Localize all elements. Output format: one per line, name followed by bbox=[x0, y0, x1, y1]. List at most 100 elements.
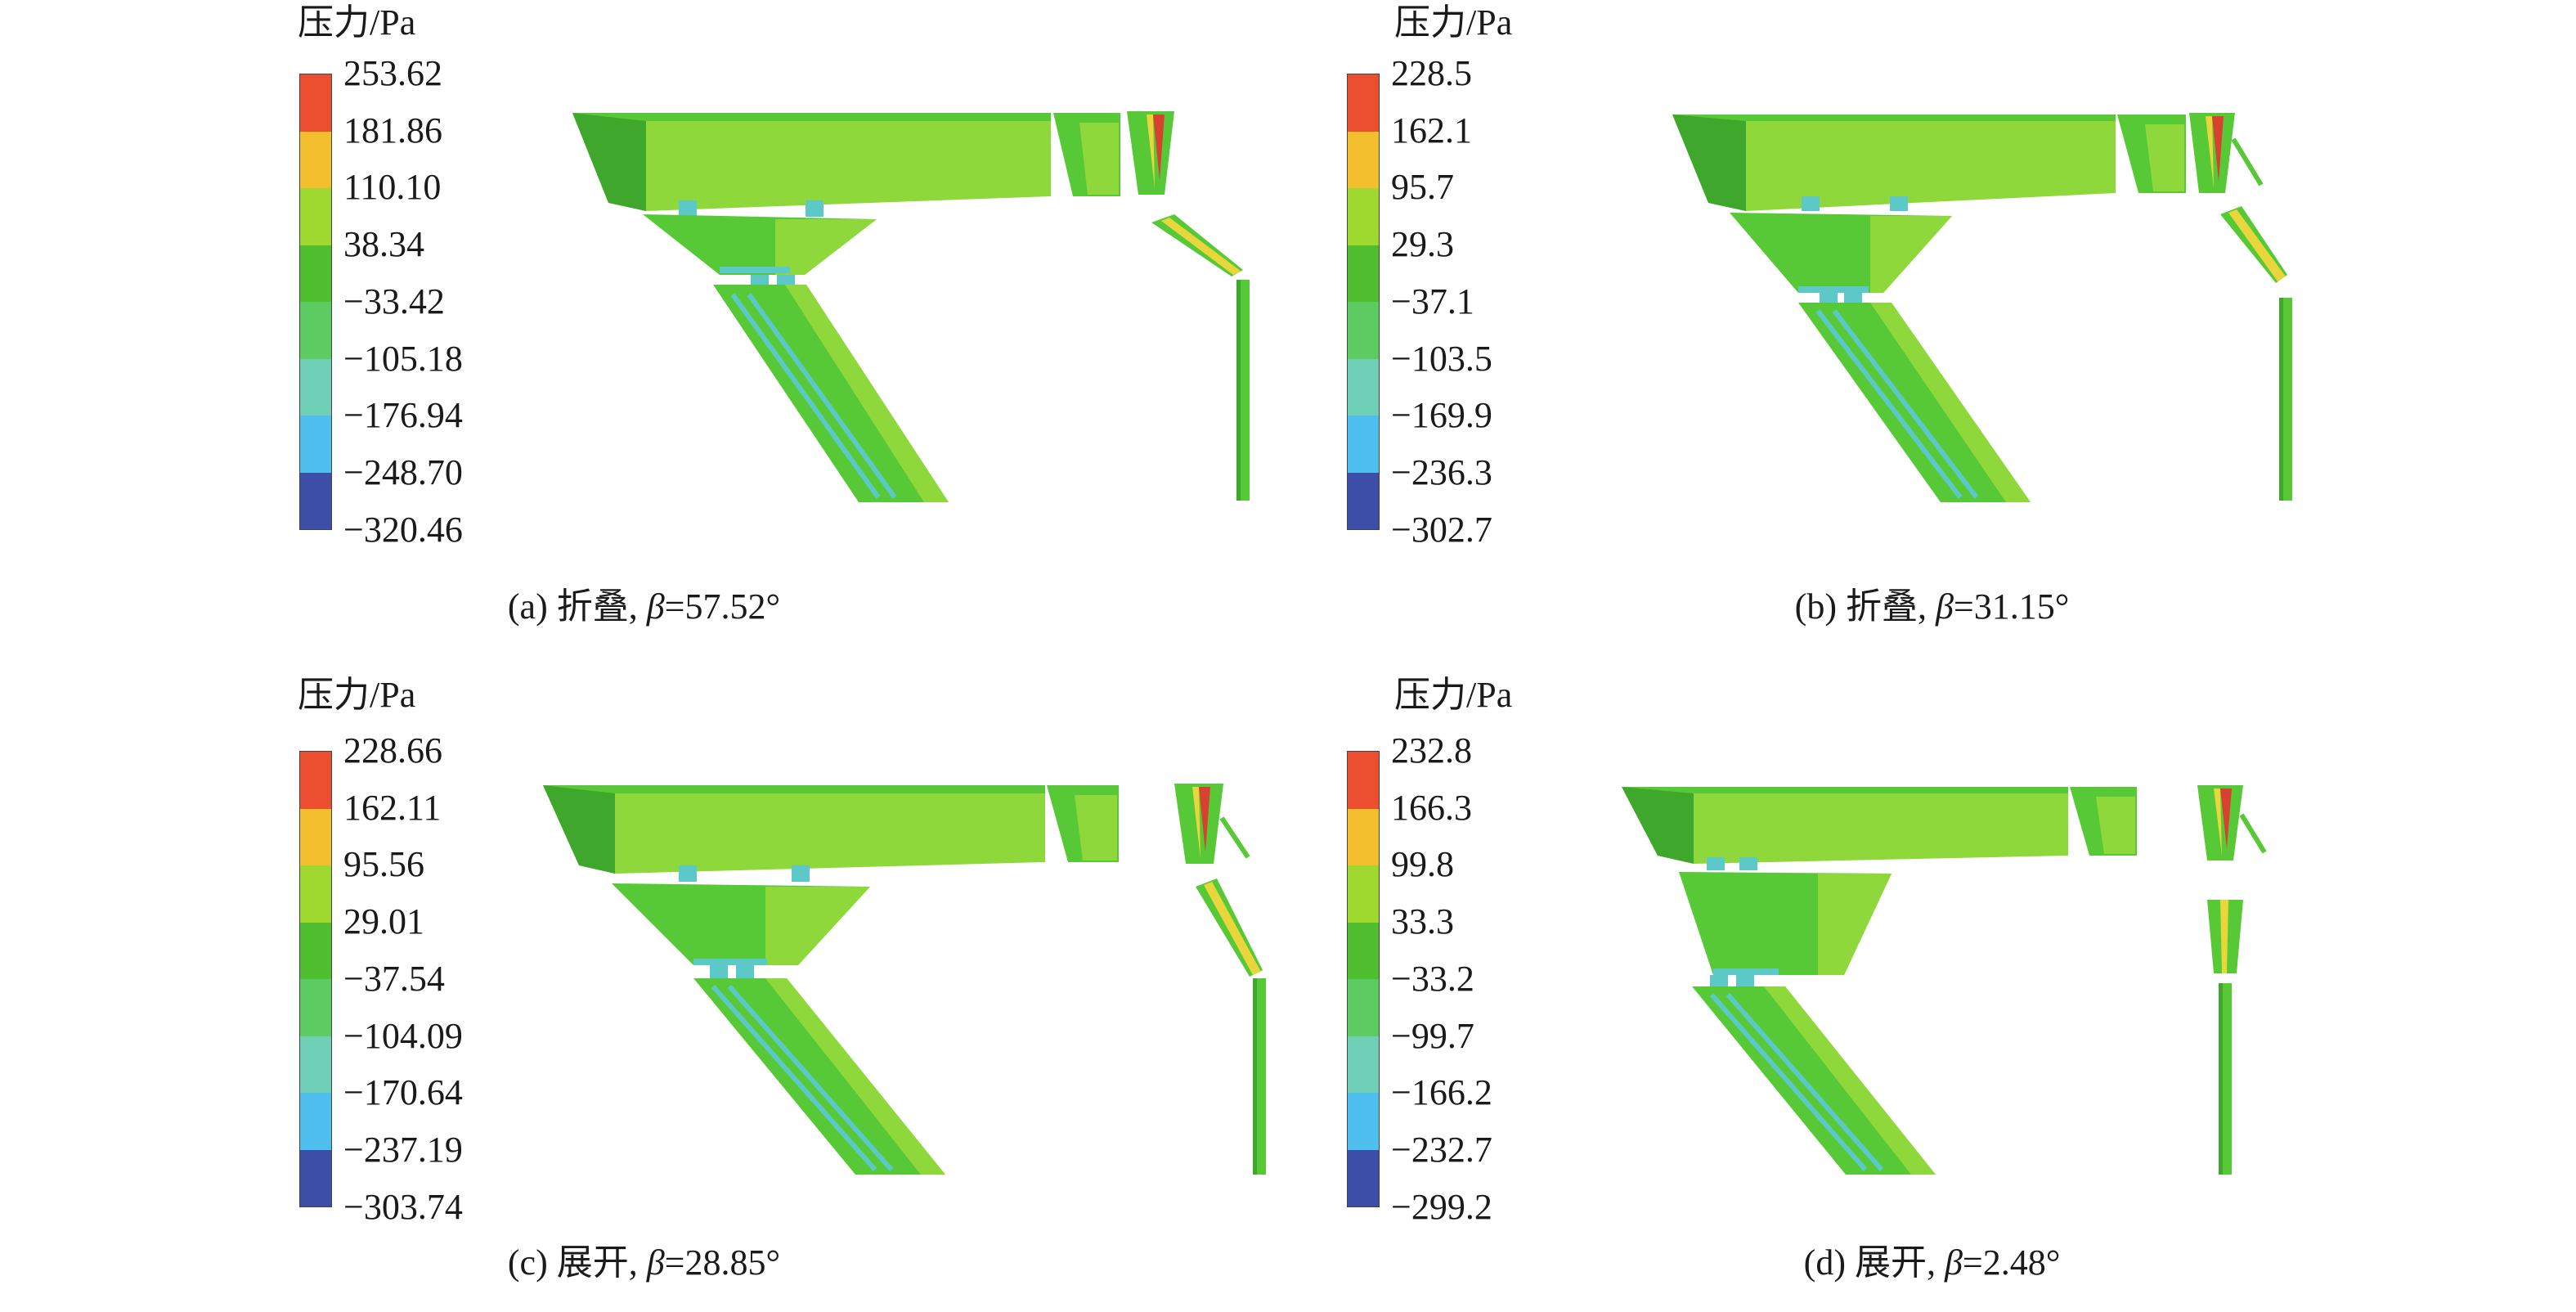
colorbar-tick: −37.1 bbox=[1391, 281, 1474, 321]
vertical-pipe bbox=[2219, 983, 2232, 1175]
side-hopper bbox=[2197, 785, 2267, 860]
colorbar-tick: 162.11 bbox=[343, 788, 442, 828]
colorbar bbox=[299, 751, 332, 1207]
colorbar-segment bbox=[300, 188, 331, 245]
colorbar-segment bbox=[300, 752, 331, 809]
colorbar-tick: −299.2 bbox=[1391, 1187, 1492, 1227]
caption-value: =2.48° bbox=[1962, 1242, 2061, 1283]
hood-right-flap bbox=[1053, 113, 1120, 196]
colorbar-tick: −176.94 bbox=[343, 395, 463, 435]
colorbar bbox=[1347, 751, 1380, 1207]
colorbar-tick: 95.56 bbox=[343, 844, 424, 884]
colorbar-tick: 110.10 bbox=[343, 167, 442, 207]
hood-right-flap bbox=[1047, 785, 1119, 862]
colorbar-tick: 253.62 bbox=[343, 53, 442, 93]
colorbar-tick: −236.3 bbox=[1391, 452, 1492, 492]
panel-c: 压力/Pa 228.66 162.11 95.56 29.01 −37.54 −… bbox=[0, 656, 1288, 1312]
colorbar-tick: 29.01 bbox=[343, 901, 424, 941]
upper-funnel bbox=[643, 214, 877, 275]
colorbar-segment bbox=[300, 808, 331, 865]
colorbar-tick: −237.19 bbox=[343, 1130, 463, 1170]
colorbar bbox=[1347, 74, 1380, 530]
side-hopper bbox=[1174, 784, 1250, 864]
colorbar-segment bbox=[1348, 188, 1379, 245]
colorbar-segment bbox=[1348, 245, 1379, 302]
side-cone bbox=[2220, 206, 2287, 283]
colorbar-tick: 38.34 bbox=[343, 224, 424, 264]
colorbar-tick: −105.18 bbox=[343, 339, 463, 379]
colorbar-tick: 228.5 bbox=[1391, 53, 1472, 93]
upper-funnel bbox=[1679, 872, 1892, 975]
caption-prefix: (b) 折叠, bbox=[1794, 586, 1936, 627]
colorbar-segment bbox=[300, 358, 331, 416]
colorbar-segment bbox=[300, 922, 331, 979]
colorbar-tick: −303.74 bbox=[343, 1187, 463, 1227]
colorbar-tick: 181.86 bbox=[343, 110, 442, 151]
hood-right-flap bbox=[2070, 787, 2137, 856]
colorbar-segment bbox=[1348, 472, 1379, 529]
colorbar-segment bbox=[1348, 358, 1379, 416]
colorbar-tick: 95.7 bbox=[1391, 167, 1454, 207]
colorbar-tick: 162.1 bbox=[1391, 110, 1472, 151]
panel-d: 压力/Pa 232.8 166.3 99.8 33.3 −33.2 −99.7 … bbox=[1288, 656, 2576, 1312]
figure-caption: (d) 展开, β=2.48° bbox=[1288, 1242, 2576, 1284]
caption-value: =28.85° bbox=[664, 1242, 781, 1283]
figure-caption: (b) 折叠, β=31.15° bbox=[1288, 586, 2576, 628]
colorbar-segment bbox=[1348, 416, 1379, 473]
colorbar bbox=[299, 74, 332, 530]
colorbar-segment bbox=[1348, 979, 1379, 1036]
connector-blocks bbox=[679, 865, 810, 882]
colorbar-segment bbox=[1348, 865, 1379, 923]
colorbar-tick: −37.54 bbox=[343, 959, 445, 999]
colorbar-segment bbox=[300, 1093, 331, 1150]
colorbar-segment bbox=[1348, 752, 1379, 809]
colorbar-segment bbox=[1348, 922, 1379, 979]
caption-symbol: β bbox=[1944, 1242, 1963, 1283]
colorbar-segment bbox=[300, 245, 331, 302]
pressure-contour-model bbox=[1622, 785, 2267, 1175]
upper-funnel bbox=[1730, 213, 1952, 293]
colorbar-segment bbox=[300, 865, 331, 923]
legend-title: 压力/Pa bbox=[298, 675, 416, 715]
colorbar-segment bbox=[1348, 808, 1379, 865]
colorbar-segment bbox=[1348, 1149, 1379, 1206]
legend-title: 压力/Pa bbox=[1394, 2, 1513, 43]
colorbar-tick: −169.9 bbox=[1391, 395, 1492, 435]
caption-value: =31.15° bbox=[1953, 586, 2070, 627]
inclined-chute bbox=[1798, 303, 2031, 502]
colorbar-segment bbox=[300, 472, 331, 529]
panel-b: 压力/Pa 228.5 162.1 95.7 29.3 −37.1 −103.5… bbox=[1288, 0, 2576, 656]
connector-blocks bbox=[1707, 857, 1757, 870]
caption-symbol: β bbox=[1935, 586, 1954, 627]
colorbar-tick: −170.64 bbox=[343, 1072, 463, 1112]
panel-a: 压力/Pa 253.62 181.86 110.10 38.34 −33.42 … bbox=[0, 0, 1288, 656]
pressure-contour-model bbox=[543, 784, 1266, 1175]
colorbar-segment bbox=[300, 416, 331, 473]
connector-blocks bbox=[710, 965, 754, 978]
colorbar-tick: −302.7 bbox=[1391, 510, 1492, 550]
colorbar-tick: −232.7 bbox=[1391, 1130, 1492, 1170]
hood-right-flap bbox=[2117, 115, 2186, 193]
connector-blocks bbox=[679, 200, 824, 217]
connector-blocks bbox=[1710, 975, 1754, 986]
inclined-chute bbox=[1692, 986, 1936, 1175]
side-hopper bbox=[2189, 113, 2264, 193]
colorbar-segment bbox=[1348, 131, 1379, 188]
colorbar-tick: −99.7 bbox=[1391, 1016, 1474, 1056]
side-cone bbox=[2207, 900, 2243, 973]
inclined-chute bbox=[713, 285, 949, 502]
caption-value: =57.52° bbox=[664, 586, 781, 627]
side-cone bbox=[1196, 878, 1263, 977]
colorbar-segment bbox=[300, 979, 331, 1036]
vertical-pipe bbox=[1253, 978, 1266, 1175]
figure-caption: (c) 展开, β=28.85° bbox=[0, 1242, 1288, 1284]
legend-title: 压力/Pa bbox=[298, 2, 416, 43]
colorbar-segment bbox=[1348, 1036, 1379, 1093]
hood-top-plate bbox=[1622, 787, 2068, 864]
hood-top-plate bbox=[1672, 115, 2116, 211]
colorbar-tick: −248.70 bbox=[343, 452, 463, 492]
side-cone bbox=[1151, 214, 1243, 276]
caption-symbol: β bbox=[646, 586, 665, 627]
colorbar-segment bbox=[300, 1036, 331, 1093]
hood-top-plate bbox=[572, 113, 1051, 211]
